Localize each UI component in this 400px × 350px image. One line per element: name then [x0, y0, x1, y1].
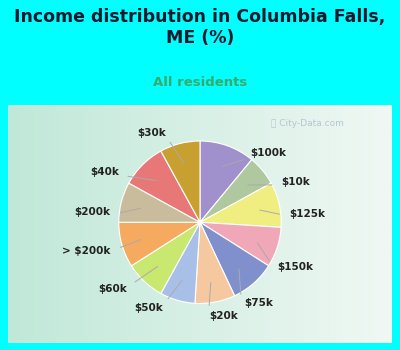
Wedge shape — [131, 222, 200, 293]
Wedge shape — [200, 160, 271, 222]
Text: Income distribution in Columbia Falls,
ME (%): Income distribution in Columbia Falls, M… — [14, 8, 386, 47]
Wedge shape — [119, 183, 200, 222]
Wedge shape — [200, 141, 252, 222]
Text: ⓘ City-Data.com: ⓘ City-Data.com — [271, 119, 344, 128]
Wedge shape — [161, 141, 200, 222]
Text: $200k: $200k — [75, 208, 111, 217]
Wedge shape — [195, 222, 234, 303]
Text: $30k: $30k — [137, 128, 166, 138]
Text: $40k: $40k — [90, 167, 119, 177]
Wedge shape — [161, 222, 200, 303]
Text: $10k: $10k — [281, 177, 310, 187]
Text: $20k: $20k — [210, 311, 238, 321]
Text: $50k: $50k — [135, 302, 164, 313]
Wedge shape — [119, 222, 200, 266]
Text: $75k: $75k — [245, 299, 274, 308]
Wedge shape — [129, 151, 200, 222]
Text: $150k: $150k — [277, 262, 313, 272]
Text: $125k: $125k — [289, 209, 325, 219]
Wedge shape — [200, 222, 281, 266]
Text: $60k: $60k — [98, 284, 127, 294]
Wedge shape — [200, 183, 281, 228]
Wedge shape — [200, 222, 269, 296]
Text: All residents: All residents — [153, 76, 247, 89]
Text: > $200k: > $200k — [62, 246, 111, 256]
Text: $100k: $100k — [250, 148, 286, 158]
